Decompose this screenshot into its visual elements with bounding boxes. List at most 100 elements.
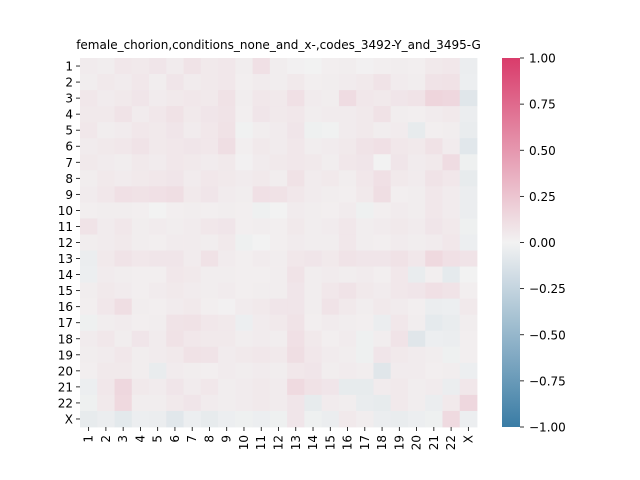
- colorbar-tick-label: 0.00: [529, 236, 556, 250]
- heatmap-cell: [200, 74, 219, 91]
- heatmap-cell: [200, 138, 219, 155]
- heatmap-cell: [183, 250, 202, 267]
- heatmap-cell: [459, 106, 478, 123]
- heatmap-cell: [459, 186, 478, 203]
- heatmap-cell: [252, 410, 271, 428]
- heatmap-cell: [200, 378, 219, 396]
- heatmap-cell: [390, 266, 409, 284]
- heatmap-cell: [97, 58, 115, 75]
- heatmap-cell: [131, 186, 150, 203]
- heatmap-cell: [407, 202, 426, 219]
- heatmap-cell: [252, 218, 271, 235]
- heatmap-cell: [114, 394, 133, 412]
- heatmap-cell: [425, 234, 443, 251]
- x-tick-label: 19: [392, 435, 406, 450]
- colorbar-tick-label: 0.50: [529, 144, 556, 158]
- heatmap-cell: [407, 74, 426, 91]
- heatmap-cell: [218, 106, 236, 123]
- heatmap-cell: [304, 362, 323, 380]
- heatmap-cell: [373, 170, 392, 187]
- heatmap-cell: [287, 250, 305, 267]
- heatmap-cell: [373, 298, 392, 316]
- heatmap-cell: [321, 250, 340, 267]
- heatmap-cell: [166, 394, 184, 412]
- heatmap-cell: [218, 266, 236, 284]
- heatmap-cell: [166, 58, 184, 75]
- colorbar-tick-label: −1.00: [529, 421, 566, 435]
- heatmap-cell: [252, 330, 271, 348]
- heatmap-cell: [425, 378, 443, 396]
- heatmap-cell: [373, 314, 392, 332]
- heatmap-cell: [304, 74, 323, 91]
- heatmap-cell: [114, 154, 133, 171]
- heatmap-cell: [80, 170, 98, 187]
- heatmap-cell: [131, 282, 150, 300]
- heatmap-cell: [235, 106, 254, 123]
- heatmap-cell: [235, 58, 254, 75]
- heatmap-cell: [235, 74, 254, 91]
- y-tick-label: 18: [58, 332, 73, 346]
- heatmap-cell: [269, 122, 288, 139]
- heatmap-cell: [269, 218, 288, 235]
- heatmap-cell: [235, 202, 254, 219]
- heatmap-cell: [183, 234, 202, 251]
- heatmap-cell: [390, 314, 409, 332]
- heatmap-cell: [425, 122, 443, 139]
- heatmap-cell: [80, 346, 98, 364]
- y-tick-label: 12: [58, 236, 73, 250]
- heatmap-cell: [218, 282, 236, 300]
- heatmap-cell: [338, 234, 357, 251]
- heatmap-cell: [235, 90, 254, 107]
- heatmap-cell: [114, 378, 133, 396]
- heatmap-cell: [235, 154, 254, 171]
- colorbar-ticks: −1.00 −0.75 −0.50 −0.25 0.00 0.25 0.50 0.75 1.00: [520, 52, 566, 435]
- heatmap-cell: [321, 362, 340, 380]
- heatmap-cell: [442, 410, 461, 428]
- heatmap-cell: [131, 106, 150, 123]
- heatmap-cell: [80, 250, 98, 267]
- y-tick-label: 17: [58, 316, 73, 330]
- heatmap-cell: [356, 122, 374, 139]
- heatmap-cell: [97, 234, 115, 251]
- heatmap-cell: [442, 330, 461, 348]
- heatmap-cell: [356, 298, 374, 316]
- heatmap-cell: [218, 58, 236, 75]
- x-tick-label: 11: [254, 435, 268, 450]
- heatmap-cell: [252, 74, 271, 91]
- heatmap-cell: [131, 250, 150, 267]
- heatmap-cell: [114, 346, 133, 364]
- heatmap-cell: [442, 218, 461, 235]
- heatmap-cell: [183, 314, 202, 332]
- heatmap-cell: [442, 250, 461, 267]
- heatmap-cell: [356, 154, 374, 171]
- heatmap-cell: [149, 394, 167, 412]
- y-tick-label: 15: [58, 284, 73, 298]
- heatmap-cell: [269, 250, 288, 267]
- heatmap-cell: [218, 202, 236, 219]
- heatmap-cell: [287, 394, 305, 412]
- heatmap-cell: [287, 74, 305, 91]
- heatmap-cell: [80, 330, 98, 348]
- heatmap-cell: [459, 218, 478, 235]
- x-tick-label: 18: [375, 435, 389, 450]
- heatmap-cell: [373, 266, 392, 284]
- y-tick-label: 7: [65, 156, 73, 170]
- heatmap-cell: [356, 74, 374, 91]
- heatmap-cell: [114, 138, 133, 155]
- heatmap-cell: [252, 394, 271, 412]
- heatmap-cell: [80, 122, 98, 139]
- heatmap-cell: [338, 186, 357, 203]
- heatmap-cell: [218, 298, 236, 316]
- heatmap-cell: [459, 202, 478, 219]
- heatmap-cell: [114, 170, 133, 187]
- colorbar-tick-label: 0.75: [529, 98, 556, 112]
- heatmap-cell: [218, 362, 236, 380]
- heatmap-cell: [218, 330, 236, 348]
- heatmap-cell: [304, 170, 323, 187]
- heatmap-cell: [407, 154, 426, 171]
- heatmap-cells: [80, 58, 478, 428]
- heatmap-cell: [200, 362, 219, 380]
- heatmap-cell: [218, 74, 236, 91]
- heatmap-cell: [183, 186, 202, 203]
- heatmap-cell: [183, 346, 202, 364]
